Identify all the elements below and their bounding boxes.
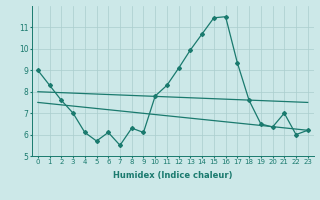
X-axis label: Humidex (Indice chaleur): Humidex (Indice chaleur)	[113, 171, 233, 180]
